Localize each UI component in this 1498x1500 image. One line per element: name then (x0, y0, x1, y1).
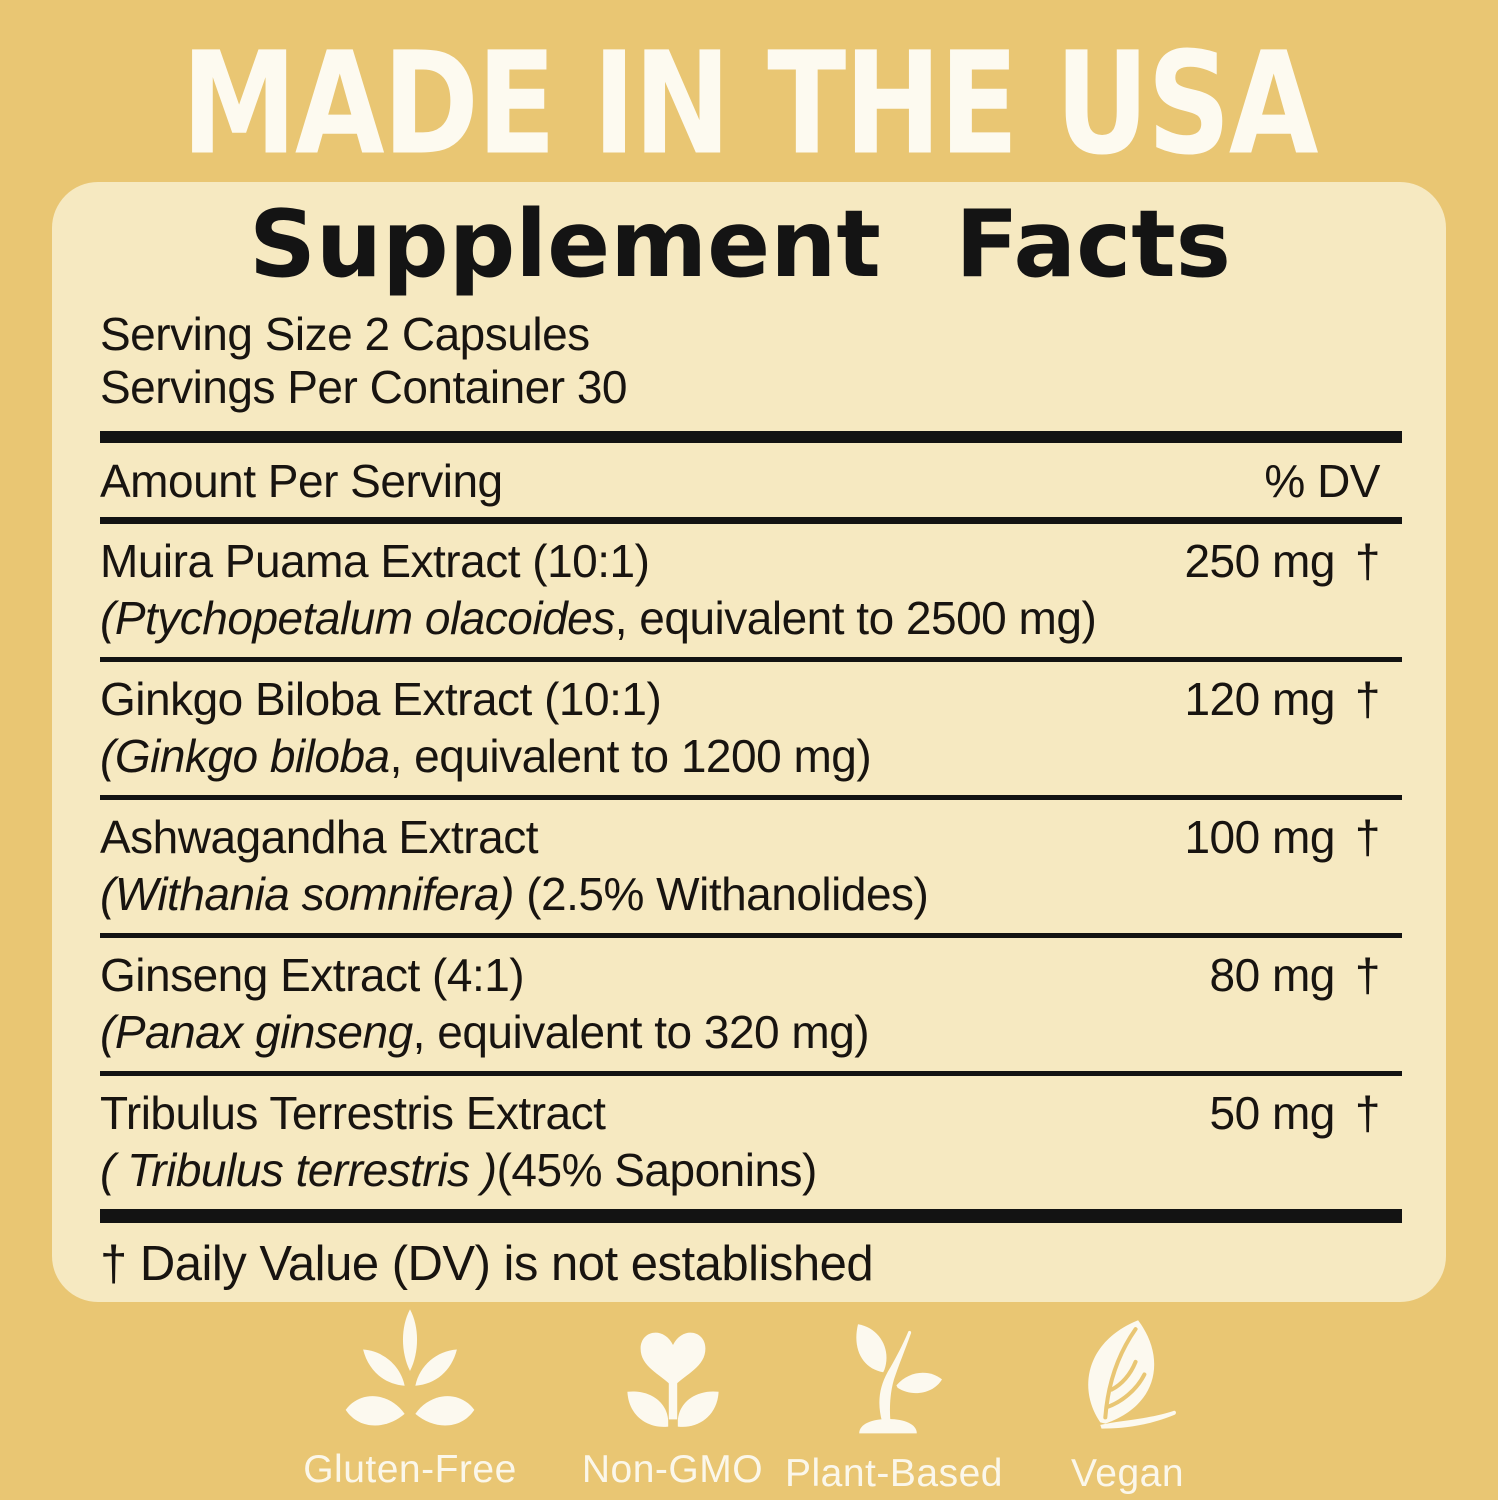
table-header-row: Amount Per Serving % DV (100, 443, 1380, 517)
badge-gluten-free: Gluten-Free (295, 1308, 525, 1492)
ingredient-name: Ginkgo Biloba Extract (10:1) (100, 673, 662, 725)
ingredient-name: Ginseng Extract (4:1) (100, 949, 525, 1001)
badge-label: Plant-Based (785, 1452, 1003, 1495)
ingredient-amount: 100 mg † (1184, 809, 1380, 866)
dagger-symbol: † (1354, 1087, 1381, 1139)
serving-info: Serving Size 2 Capsules Servings Per Con… (100, 308, 1380, 414)
leaf-icon (1087, 1320, 1176, 1429)
ingredient-amount: 120 mg † (1184, 671, 1380, 728)
column-percent-dv: % DV (1264, 455, 1380, 507)
table-row: Ginkgo Biloba Extract (10:1) 120 mg † (G… (100, 662, 1381, 795)
dagger-symbol: † (1354, 535, 1381, 587)
supplement-facts-panel: Supplement Facts Serving Size 2 Capsules… (52, 182, 1446, 1302)
flower-heart-icon (626, 1332, 719, 1427)
dagger-symbol: † (1354, 811, 1381, 863)
table-row: Muira Puama Extract (10:1) 250 mg † (Pty… (100, 524, 1381, 657)
divider-row (100, 795, 1402, 800)
servings-per-container: Servings Per Container 30 (100, 361, 628, 413)
divider-header (100, 517, 1402, 524)
ingredient-amount: 50 mg † (1210, 1085, 1381, 1142)
dagger-symbol: † (1354, 673, 1381, 725)
divider-row (100, 1071, 1402, 1076)
badge-vegan: Vegan (1025, 1308, 1230, 1496)
ingredient-amount: 80 mg † (1210, 947, 1381, 1004)
ingredient-subtext: (Withania somnifera) (2.5% Withanolides) (100, 868, 929, 920)
supplement-facts-title: Supplement Facts (248, 190, 1232, 298)
made-in-usa-title: MADE IN THE USA (181, 22, 1318, 187)
table-row: Tribulus Terrestris Extract 50 mg † ( Tr… (100, 1076, 1381, 1209)
divider-thick-bottom (100, 1209, 1402, 1223)
ingredient-name: Ashwagandha Extract (100, 811, 539, 863)
ingredient-subtext: (Panax ginseng, equivalent to 320 mg) (100, 1006, 870, 1058)
serving-size: Serving Size 2 Capsules (100, 308, 590, 360)
sprout-icon (855, 1324, 942, 1434)
table-row: Ashwagandha Extract 100 mg † (Withania s… (100, 800, 1381, 933)
ingredient-name: Tribulus Terrestris Extract (100, 1087, 606, 1139)
ingredient-amount: 250 mg † (1184, 533, 1380, 590)
badge-label: Non-GMO (581, 1448, 764, 1491)
wheat-icon (345, 1309, 475, 1426)
divider-thick-top (100, 431, 1402, 443)
ingredient-name: Muira Puama Extract (10:1) (100, 535, 650, 587)
dv-footnote: † Daily Value (DV) is not established (100, 1237, 874, 1291)
dagger-symbol: † (1354, 949, 1381, 1001)
feature-badges: Gluten-Free Non-GMO Plant-Based (0, 1300, 1498, 1500)
badge-plant-based: Plant-Based (785, 1308, 1003, 1496)
table-row: Ginseng Extract (4:1) 80 mg † (Panax gin… (100, 938, 1381, 1071)
badge-non-gmo: Non-GMO (575, 1308, 770, 1492)
badge-label: Gluten-Free (303, 1448, 517, 1491)
divider-row (100, 657, 1402, 662)
ingredient-subtext: (Ptychopetalum olacoides, equivalent to … (100, 592, 1097, 644)
ingredient-subtext: (Ginkgo biloba, equivalent to 1200 mg) (100, 730, 872, 782)
column-amount-per-serving: Amount Per Serving (100, 455, 503, 507)
ingredient-subtext: ( Tribulus terrestris )(45% Saponins) (100, 1144, 817, 1196)
badge-label: Vegan (1070, 1452, 1185, 1495)
divider-row (100, 933, 1402, 938)
